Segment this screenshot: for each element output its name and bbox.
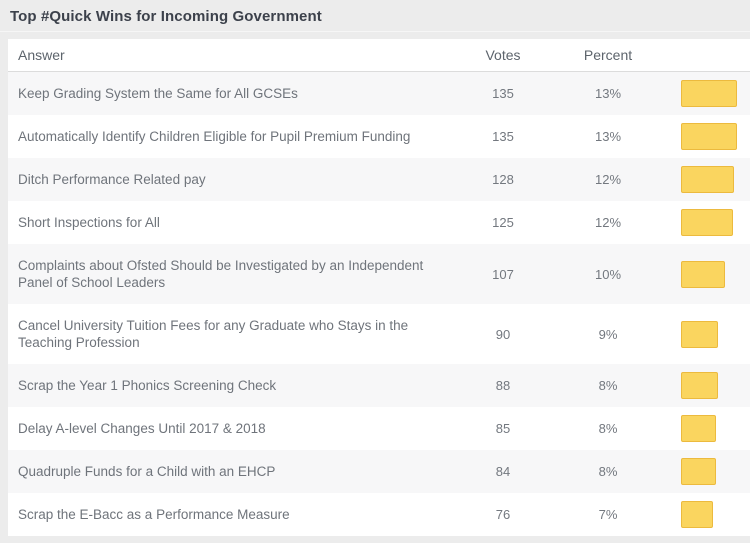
bar-cell	[673, 244, 750, 304]
answer-cell: Scrap the E-Bacc as a Performance Measur…	[18, 507, 290, 522]
percent-cell: 8%	[598, 464, 618, 479]
votes-cell: 107	[492, 266, 514, 282]
percent-cell: 12%	[594, 172, 622, 187]
results-body: Keep Grading System the Same for All GCS…	[8, 71, 750, 536]
column-header-votes: Votes	[463, 39, 543, 72]
bar-cell	[673, 450, 750, 493]
answer-cell: Delay A-level Changes Until 2017 & 2018	[18, 421, 266, 436]
bar-cell	[673, 364, 750, 407]
results-panel: Answer Votes Percent Keep Grading System…	[8, 39, 750, 536]
table-header: Answer Votes Percent	[8, 39, 750, 72]
votes-cell: 128	[492, 172, 514, 187]
votes-cell: 76	[495, 507, 511, 522]
table-row: Ditch Performance Related pay 128 12%	[8, 158, 750, 201]
results-table: Answer Votes Percent Keep Grading System…	[8, 39, 750, 536]
vote-bar	[681, 320, 718, 348]
bar-cell	[673, 158, 750, 201]
header-row: Answer Votes Percent	[8, 39, 750, 72]
vote-bar	[681, 123, 737, 150]
bar-cell	[673, 72, 750, 116]
bar-cell	[673, 115, 750, 158]
table-row: Delay A-level Changes Until 2017 & 2018 …	[8, 407, 750, 450]
table-row: Automatically Identify Children Eligible…	[8, 115, 750, 158]
vote-bar	[681, 458, 716, 485]
bar-cell	[673, 493, 750, 536]
bar-cell	[673, 304, 750, 364]
percent-cell: 9%	[598, 326, 618, 342]
percent-cell: 8%	[598, 421, 618, 436]
votes-cell: 135	[492, 129, 514, 144]
answer-cell: Automatically Identify Children Eligible…	[18, 129, 411, 144]
answer-cell: Short Inspections for All	[18, 215, 160, 230]
answer-cell: Quadruple Funds for a Child with an EHCP	[18, 464, 276, 479]
page-title: Top #Quick Wins for Incoming Government	[10, 8, 322, 25]
table-row: Keep Grading System the Same for All GCS…	[8, 71, 750, 116]
column-header-percent: Percent	[543, 39, 673, 72]
answer-cell: Scrap the Year 1 Phonics Screening Check	[18, 378, 277, 393]
votes-cell: 90	[495, 326, 511, 342]
table-row: Scrap the E-Bacc as a Performance Measur…	[8, 493, 750, 536]
votes-cell: 88	[495, 378, 511, 393]
answer-cell: Keep Grading System the Same for All GCS…	[18, 86, 298, 101]
percent-cell: 13%	[594, 129, 622, 144]
answer-cell: Ditch Performance Related pay	[18, 172, 206, 187]
column-header-answer: Answer	[8, 39, 463, 72]
table-row: Scrap the Year 1 Phonics Screening Check…	[8, 364, 750, 407]
vote-bar	[681, 166, 734, 193]
table-row: Complaints about Ofsted Should be Invest…	[8, 244, 750, 304]
votes-cell: 135	[492, 86, 514, 101]
answer-cell: Cancel University Tuition Fees for any G…	[18, 318, 409, 350]
table-row: Quadruple Funds for a Child with an EHCP…	[8, 450, 750, 493]
answer-cell: Complaints about Ofsted Should be Invest…	[18, 258, 424, 290]
title-bar: Top #Quick Wins for Incoming Government	[0, 0, 750, 32]
vote-bar	[681, 501, 713, 528]
bar-cell	[673, 407, 750, 450]
percent-cell: 13%	[594, 86, 622, 101]
percent-cell: 12%	[594, 215, 622, 230]
column-header-bar	[673, 39, 750, 72]
percent-cell: 10%	[594, 266, 622, 282]
vote-bar	[681, 209, 733, 236]
percent-cell: 7%	[598, 507, 618, 522]
percent-cell: 8%	[598, 378, 618, 393]
vote-bar	[681, 80, 737, 107]
vote-bar	[681, 415, 716, 442]
table-row: Cancel University Tuition Fees for any G…	[8, 304, 750, 364]
table-row: Short Inspections for All 125 12%	[8, 201, 750, 244]
vote-bar	[681, 260, 725, 288]
vote-bar	[681, 372, 718, 399]
bar-cell	[673, 201, 750, 244]
votes-cell: 84	[495, 464, 511, 479]
votes-cell: 85	[495, 421, 511, 436]
votes-cell: 125	[492, 215, 514, 230]
